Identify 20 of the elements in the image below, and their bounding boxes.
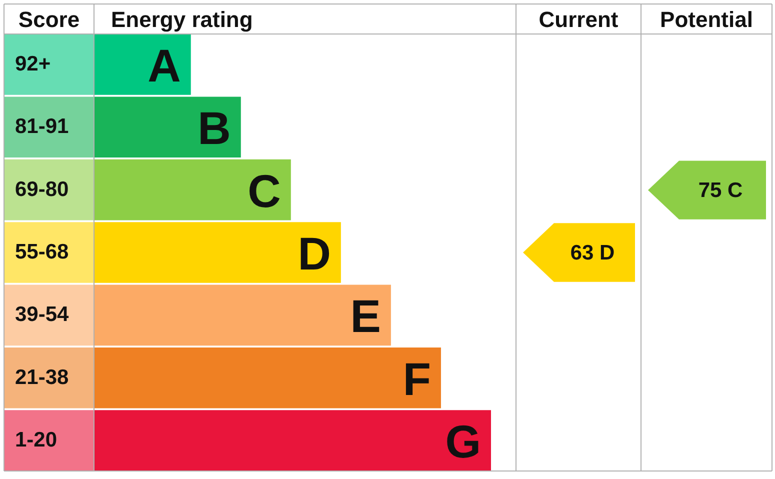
annotation: B bbox=[198, 102, 231, 154]
y-tick-label: 69-80 bbox=[15, 178, 69, 201]
annotation: D bbox=[298, 228, 331, 280]
annotation: G bbox=[445, 416, 481, 468]
text: 63 D bbox=[570, 242, 615, 264]
y-tick-label: 1-20 bbox=[15, 428, 58, 452]
y-tick-label: 21-38 bbox=[15, 366, 70, 389]
text: Current bbox=[538, 7, 619, 32]
annotation: C bbox=[248, 164, 281, 217]
annotation: A bbox=[148, 39, 181, 92]
y-tick-label: 55-68 bbox=[15, 240, 70, 264]
y-axis-title: Score bbox=[18, 7, 80, 32]
text: 75 C bbox=[698, 179, 743, 202]
y-tick-label: 92+ bbox=[15, 52, 51, 76]
x-axis-title: Energy rating bbox=[111, 7, 253, 32]
annotation: F bbox=[402, 352, 431, 405]
annotation: E bbox=[350, 290, 381, 342]
text: Potential bbox=[660, 7, 753, 32]
y-tick-label: 81-91 bbox=[15, 115, 70, 138]
y-tick-label: 39-54 bbox=[15, 303, 70, 326]
